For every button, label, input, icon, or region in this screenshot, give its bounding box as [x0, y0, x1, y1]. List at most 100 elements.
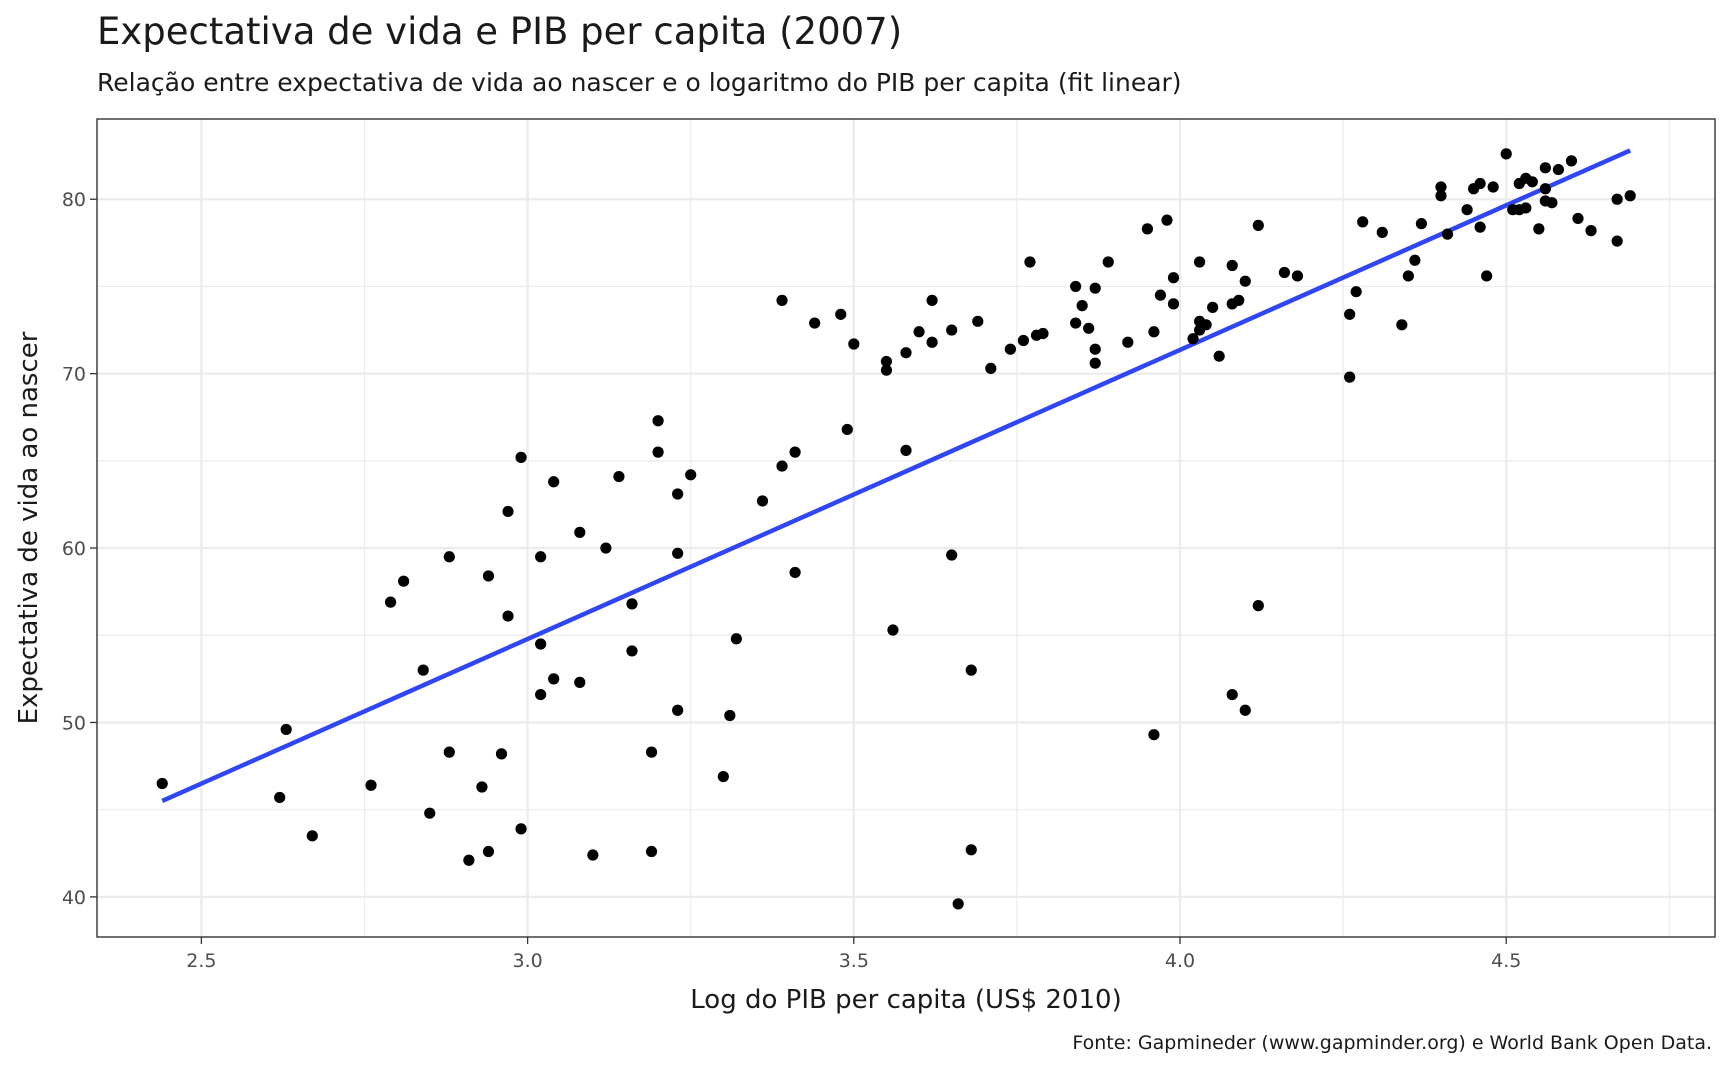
data-point [724, 709, 736, 722]
x-axis-title: Log do PIB per capita (US$ 2010) [690, 985, 1121, 1015]
data-point [1344, 371, 1356, 383]
chart-title: Expectativa de vida e PIB per capita (20… [97, 10, 902, 53]
data-point [1226, 688, 1238, 701]
data-point [587, 849, 599, 861]
x-tick-label: 3.5 [839, 950, 869, 972]
data-point [848, 338, 860, 350]
data-point [880, 355, 893, 368]
data-point [1344, 308, 1356, 320]
data-point [274, 791, 286, 804]
data-point [1585, 225, 1597, 237]
data-point [887, 624, 899, 636]
data-point [789, 446, 801, 458]
data-point [280, 723, 292, 736]
data-point [476, 781, 488, 793]
grid-lines [97, 119, 1715, 937]
data-point [626, 645, 638, 657]
plot-panel [96, 118, 1716, 938]
panel-background [97, 119, 1715, 937]
data-point [1200, 319, 1212, 331]
data-point [672, 547, 684, 559]
data-point [952, 898, 964, 910]
data-point [1611, 193, 1623, 205]
data-point [1024, 256, 1036, 268]
data-point [1520, 202, 1532, 214]
data-point [1089, 343, 1101, 355]
data-point [1291, 270, 1304, 282]
data-point [1207, 301, 1219, 313]
data-point [1239, 275, 1251, 287]
data-point [398, 575, 410, 587]
data-point [776, 294, 788, 306]
data-point [946, 324, 958, 336]
data-point [926, 294, 938, 306]
data-point [1141, 223, 1153, 235]
data-point [1122, 336, 1134, 348]
data-point [1565, 155, 1578, 167]
data-point [548, 673, 560, 685]
data-point [626, 598, 638, 610]
data-point [443, 551, 455, 563]
x-tick-label: 3.0 [512, 950, 542, 972]
data-point [1611, 235, 1623, 247]
data-point [515, 451, 527, 463]
data-point [1070, 280, 1082, 293]
data-point [672, 488, 684, 500]
data-point [972, 315, 984, 327]
data-point [535, 551, 547, 563]
data-point [1350, 286, 1362, 298]
data-point [1435, 181, 1447, 193]
data-point [1083, 322, 1095, 334]
data-point [965, 844, 977, 856]
data-point [495, 748, 508, 760]
data-point [1533, 223, 1545, 235]
data-point [548, 476, 560, 488]
data-point [1187, 333, 1199, 345]
data-point [515, 823, 527, 835]
data-point [900, 444, 912, 456]
y-tick-label: 50 [62, 712, 86, 734]
data-point [841, 423, 853, 436]
data-point [789, 566, 801, 579]
data-point [717, 770, 729, 783]
data-point [809, 317, 821, 329]
data-point [1167, 298, 1180, 310]
data-point [1500, 148, 1512, 160]
data-point [1037, 327, 1049, 340]
data-point [1017, 334, 1030, 347]
panel-border [96, 118, 1716, 938]
data-point [1409, 254, 1421, 266]
data-point [645, 845, 658, 858]
data-point [652, 415, 664, 427]
data-point [463, 854, 475, 866]
data-point [645, 746, 658, 758]
data-point [1252, 219, 1264, 231]
data-point [306, 830, 318, 842]
data-point [1487, 181, 1499, 193]
x-tick-label: 4.0 [1165, 950, 1195, 972]
data-point [482, 845, 495, 858]
data-point [1148, 326, 1160, 338]
data-point [835, 308, 847, 320]
data-point [900, 347, 912, 359]
x-axis-ticks: 2.5 3.0 3.5 4.0 4.5 [186, 937, 1521, 972]
data-point [1526, 176, 1538, 188]
data-point [1474, 221, 1486, 233]
data-point [482, 570, 495, 582]
data-point [1461, 204, 1473, 216]
data-point [1546, 197, 1558, 209]
data-point [535, 688, 547, 701]
chart-subtitle: Relação entre expectativa de vida ao nas… [97, 68, 1182, 97]
linear-fit-line [161, 148, 1632, 804]
y-tick-label: 70 [62, 364, 86, 386]
data-point [1089, 357, 1101, 369]
data-point [417, 664, 429, 676]
data-point [652, 446, 664, 458]
data-point [1089, 282, 1101, 294]
data-point [1102, 256, 1114, 268]
data-points [156, 148, 1636, 910]
data-point [613, 470, 625, 483]
x-tick-label: 2.5 [186, 950, 216, 972]
data-point [384, 596, 397, 608]
